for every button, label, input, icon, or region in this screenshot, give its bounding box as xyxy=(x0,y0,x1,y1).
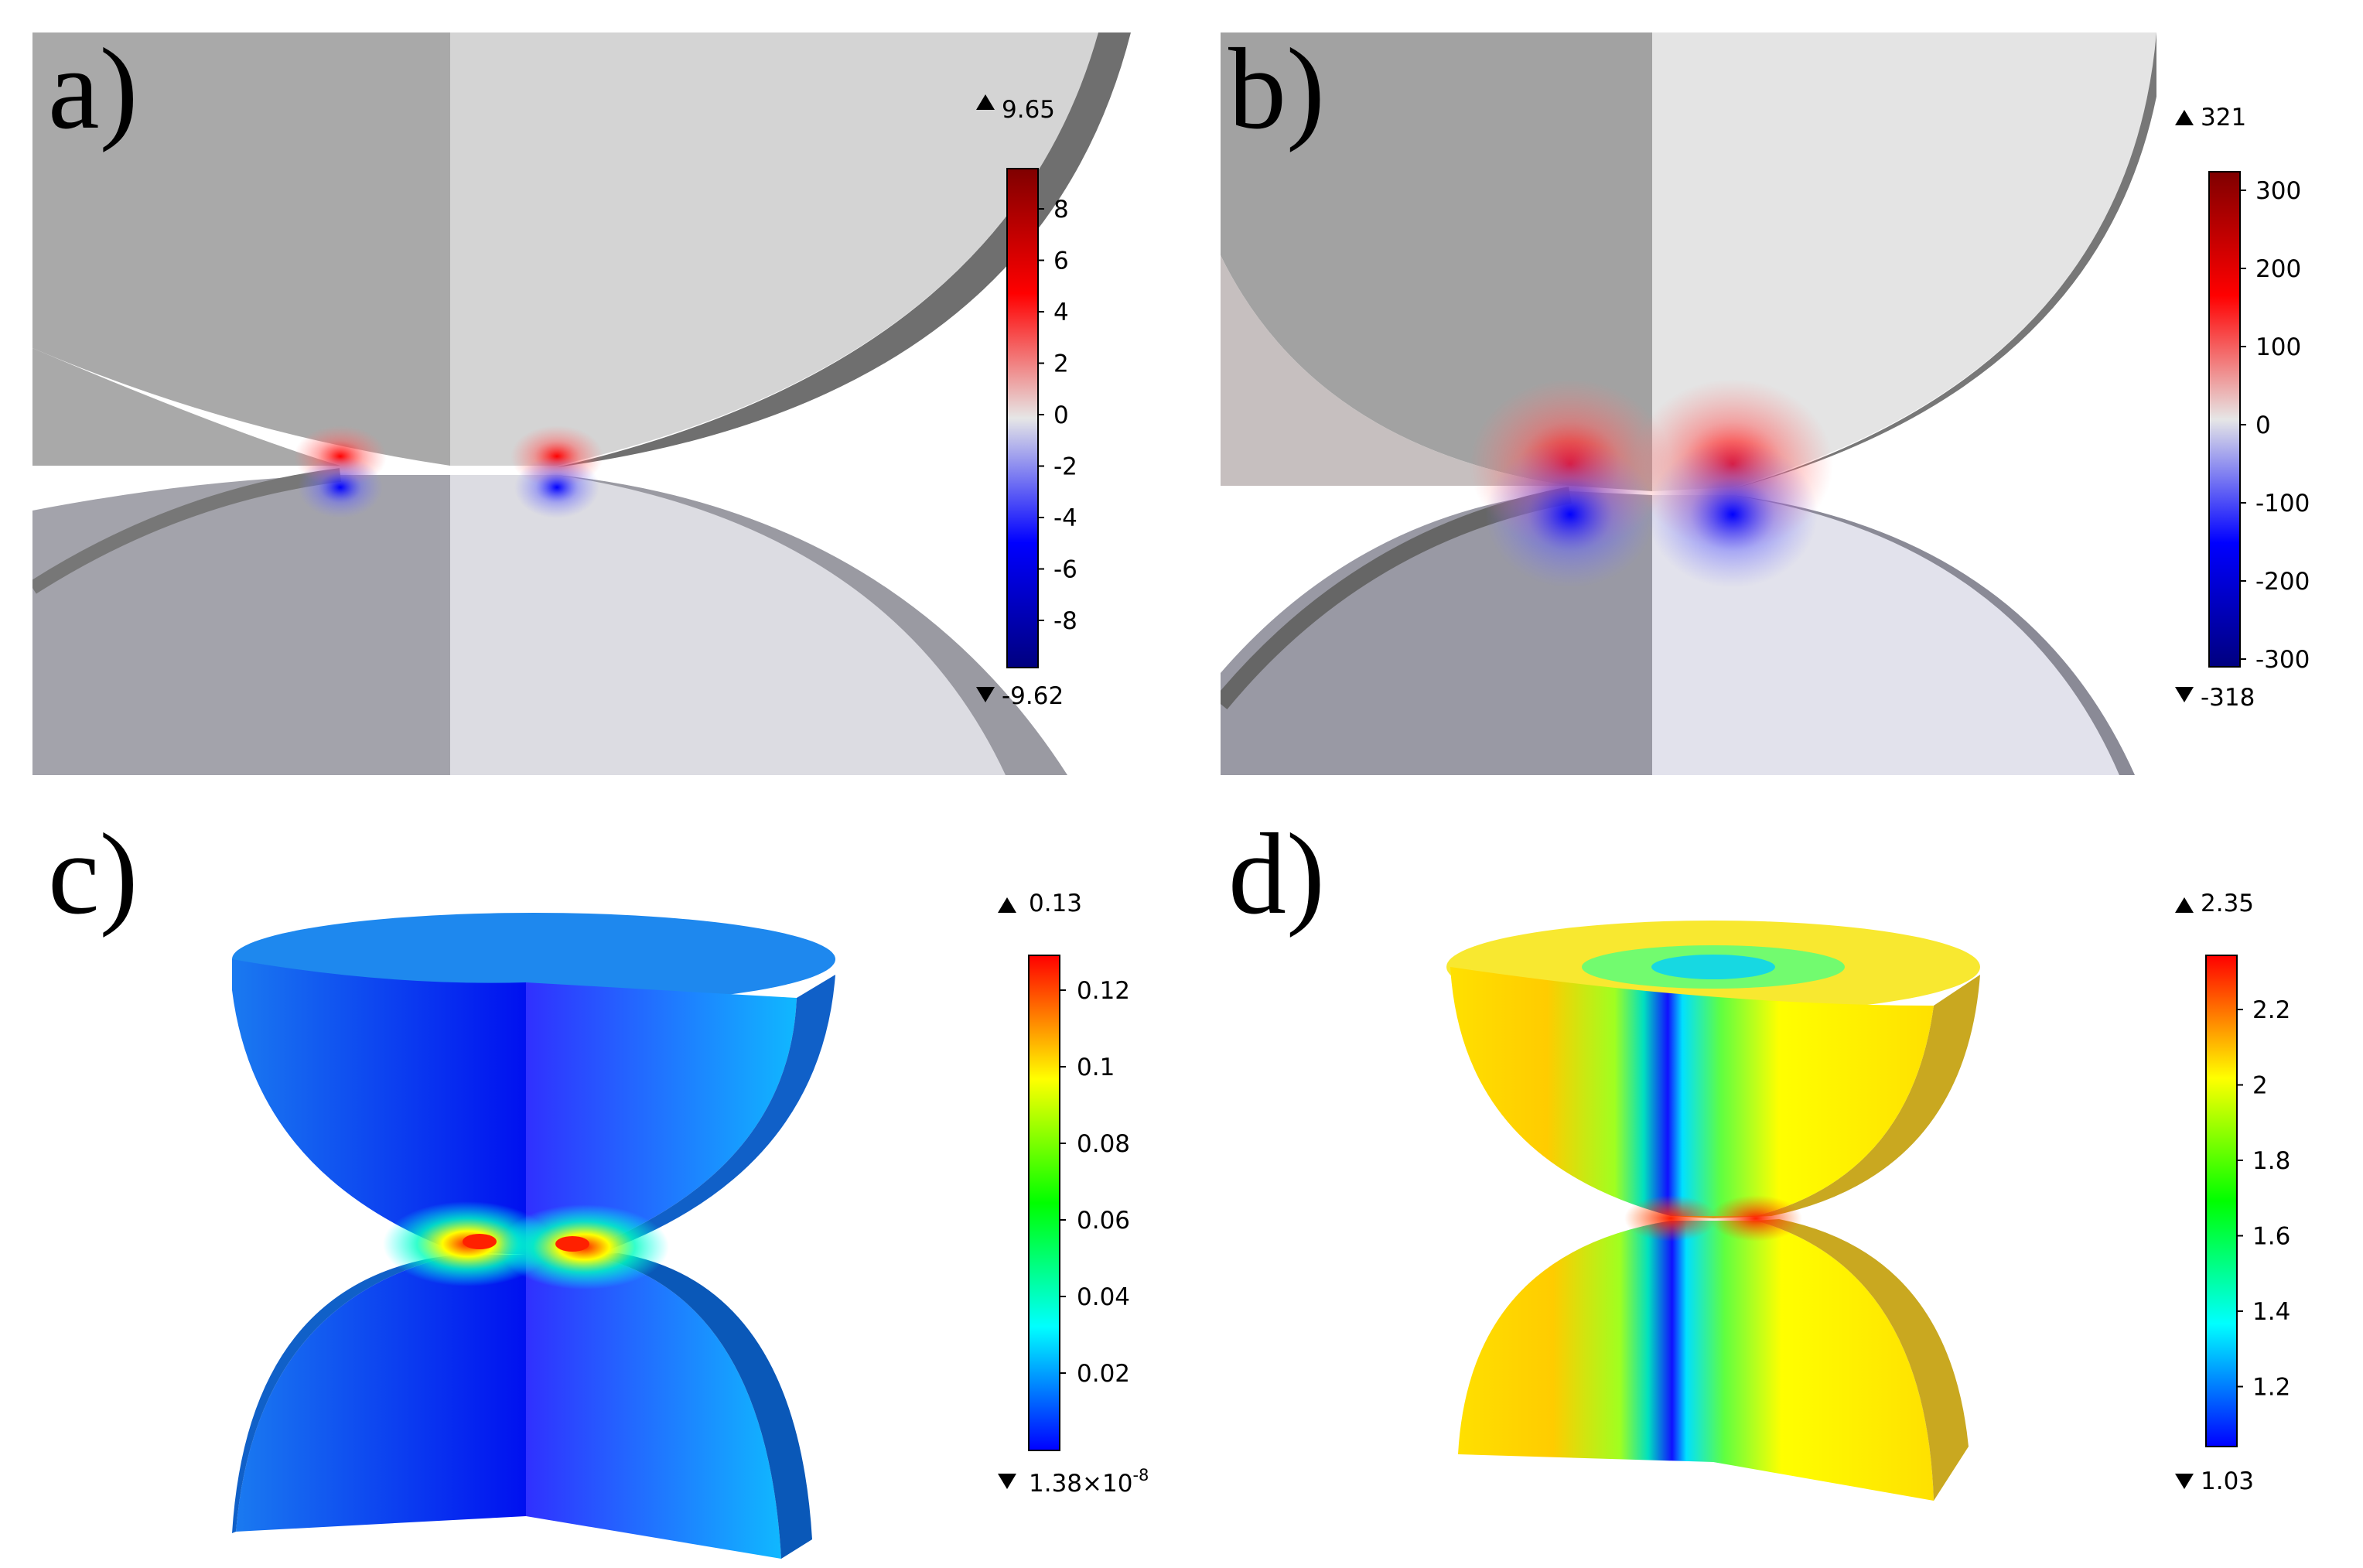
colorbar-tick-label: 100 xyxy=(2255,333,2301,361)
colorbar-c-min-exponent: -8 xyxy=(1132,1466,1149,1484)
colorbar-a-max: 9.65 xyxy=(1002,96,1055,124)
panel-d-label: d) xyxy=(1228,810,1325,938)
colorbar-tick-label: 1.8 xyxy=(2252,1147,2290,1175)
colorbar-tick-label: 200 xyxy=(2255,255,2301,283)
colorbar-d-min: 1.03 xyxy=(2201,1467,2254,1495)
colorbar-tick-label: -2 xyxy=(1053,453,1077,481)
colorbar-tick-label: 1.4 xyxy=(2252,1298,2290,1326)
colorbar-d-max: 2.35 xyxy=(2201,890,2254,917)
colorbar-tick-label: 0.1 xyxy=(1077,1054,1115,1081)
panel-c: c) 0.13 0.12 0.1 0.08 0.06 0.04 0.02 1.38×10-… xyxy=(48,810,1149,1559)
colorbar-tick-label: 0.08 xyxy=(1077,1130,1130,1158)
colorbar-c-min: 1.38×10 xyxy=(1029,1470,1132,1498)
colorbar-tick-label: -4 xyxy=(1053,504,1077,532)
colorbar-tick-label: 2 xyxy=(1053,350,1069,378)
panel-d: d) 2.35 2.2 2 1.8 1.6 1.4 1.2 1.03 xyxy=(1228,810,2290,1501)
panel-c-label: c) xyxy=(48,810,138,938)
colorbar-b-max: 321 xyxy=(2201,104,2246,132)
colorbar-c-max: 0.13 xyxy=(1029,890,1082,917)
max-marker-icon xyxy=(976,94,995,110)
max-marker-icon xyxy=(2175,110,2194,125)
colorbar-b-min: -318 xyxy=(2201,684,2255,712)
panel-b: b) 321 300 200 100 0 -100 -200 -300 -318 xyxy=(1221,25,2310,775)
colorbar-tick-label: 300 xyxy=(2255,177,2301,205)
panel-c-colorbar: 0.13 0.12 0.1 0.08 0.06 0.04 0.02 1.38×10-8 xyxy=(998,890,1149,1498)
panel-d-colorbar: 2.35 2.2 2 1.8 1.6 1.4 1.2 1.03 xyxy=(2175,890,2290,1495)
colorbar-tick-label: -100 xyxy=(2255,490,2310,518)
colorbar-tick-label: 4 xyxy=(1053,299,1069,326)
colorbar-tick-label: 0.04 xyxy=(1077,1283,1130,1311)
panel-a-label: a) xyxy=(48,25,138,153)
min-marker-icon xyxy=(998,1474,1016,1489)
colorbar-tick-label: -6 xyxy=(1053,556,1077,584)
max-marker-icon xyxy=(998,897,1016,913)
panel-b-label: b) xyxy=(1228,25,1325,153)
colorbar-tick-label: 0.12 xyxy=(1077,977,1130,1005)
panel-b-colorbar: 321 300 200 100 0 -100 -200 -300 -318 xyxy=(2175,104,2310,712)
svg-text:1.38×10-8: 1.38×10-8 xyxy=(1029,1466,1149,1498)
colorbar-tick-label: 0 xyxy=(1053,401,1069,429)
colorbar-tick-label: 2 xyxy=(2252,1072,2268,1100)
colorbar-tick-label: 6 xyxy=(1053,248,1069,275)
max-marker-icon xyxy=(2175,897,2194,913)
colorbar-a-min: -9.62 xyxy=(1002,682,1064,710)
panel-b-field xyxy=(1221,32,2156,775)
min-marker-icon xyxy=(976,687,995,702)
colorbar-tick-label: 2.2 xyxy=(2252,996,2290,1024)
panel-a-colorbar: 9.65 8 6 4 2 0 -2 -4 -6 -8 -9.62 xyxy=(976,94,1077,710)
colorbar-tick-label: 1.6 xyxy=(2252,1223,2290,1251)
colorbar-tick-label: 8 xyxy=(1053,196,1069,224)
panel-a: a) 9.65 8 6 4 2 0 -2 -4 -6 -8 -9.62 xyxy=(32,25,1131,775)
colorbar-tick-label: 0 xyxy=(2255,412,2271,439)
colorbar-tick-label: 0.06 xyxy=(1077,1207,1130,1235)
panel-a-field xyxy=(32,32,1131,775)
min-marker-icon xyxy=(2175,687,2194,702)
colorbar-tick-label: 1.2 xyxy=(2252,1374,2290,1402)
colorbar-tick-label: -200 xyxy=(2255,568,2310,596)
colorbar-tick-label: 0.02 xyxy=(1077,1360,1130,1388)
min-marker-icon xyxy=(2175,1474,2194,1489)
colorbar-tick-label: -300 xyxy=(2255,646,2310,674)
colorbar-tick-label: -8 xyxy=(1053,607,1077,635)
